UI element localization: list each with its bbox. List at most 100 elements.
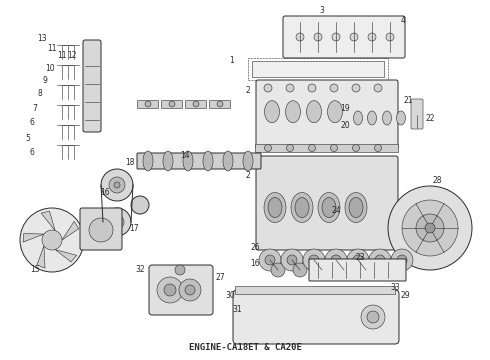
Circle shape <box>303 249 325 271</box>
Text: 26: 26 <box>250 243 260 252</box>
FancyBboxPatch shape <box>137 153 261 169</box>
Circle shape <box>109 177 125 193</box>
Circle shape <box>352 84 360 92</box>
Circle shape <box>375 255 385 265</box>
Text: 30: 30 <box>225 292 235 301</box>
Circle shape <box>89 218 113 242</box>
Circle shape <box>353 255 363 265</box>
Text: 4: 4 <box>400 15 405 24</box>
Text: 27: 27 <box>215 274 225 283</box>
Polygon shape <box>23 233 44 242</box>
Circle shape <box>331 255 341 265</box>
Circle shape <box>369 249 391 271</box>
Polygon shape <box>55 249 76 262</box>
Polygon shape <box>37 246 45 268</box>
Circle shape <box>265 144 271 152</box>
Circle shape <box>337 263 351 277</box>
Ellipse shape <box>265 101 279 123</box>
Circle shape <box>101 169 133 201</box>
FancyBboxPatch shape <box>210 100 230 108</box>
Ellipse shape <box>291 193 313 222</box>
Circle shape <box>308 84 316 92</box>
Text: 13: 13 <box>37 33 47 42</box>
Circle shape <box>264 84 272 92</box>
Ellipse shape <box>353 111 363 125</box>
Ellipse shape <box>345 193 367 222</box>
Text: 23: 23 <box>355 253 365 262</box>
Circle shape <box>20 208 84 272</box>
Circle shape <box>259 249 281 271</box>
Text: 9: 9 <box>43 76 48 85</box>
Ellipse shape <box>243 151 253 171</box>
Text: 12: 12 <box>67 50 77 59</box>
Circle shape <box>169 101 175 107</box>
Text: ENGINE-CA18ET & CA20E: ENGINE-CA18ET & CA20E <box>189 343 301 352</box>
Circle shape <box>217 101 223 107</box>
Ellipse shape <box>163 151 173 171</box>
Text: 33: 33 <box>390 283 400 292</box>
FancyBboxPatch shape <box>80 208 122 250</box>
Circle shape <box>114 182 120 188</box>
Circle shape <box>374 84 382 92</box>
Circle shape <box>309 255 319 265</box>
Text: 22: 22 <box>425 113 435 122</box>
Circle shape <box>145 101 151 107</box>
Circle shape <box>281 249 303 271</box>
Bar <box>248 58 388 80</box>
FancyBboxPatch shape <box>233 290 399 344</box>
Circle shape <box>179 279 201 301</box>
FancyBboxPatch shape <box>83 40 101 132</box>
Text: 11: 11 <box>57 50 67 59</box>
Circle shape <box>287 255 297 265</box>
Ellipse shape <box>307 101 321 123</box>
FancyBboxPatch shape <box>149 265 213 315</box>
Text: 8: 8 <box>38 89 42 98</box>
Circle shape <box>332 33 340 41</box>
Text: 6: 6 <box>29 117 34 126</box>
Ellipse shape <box>295 198 309 217</box>
Circle shape <box>391 249 413 271</box>
Circle shape <box>397 255 407 265</box>
Circle shape <box>352 144 360 152</box>
Circle shape <box>325 249 347 271</box>
Text: 2: 2 <box>245 86 250 95</box>
Circle shape <box>402 200 458 256</box>
Text: 7: 7 <box>32 104 37 112</box>
Text: 5: 5 <box>25 134 30 143</box>
Circle shape <box>367 311 379 323</box>
Ellipse shape <box>322 198 336 217</box>
Ellipse shape <box>143 151 153 171</box>
Circle shape <box>361 305 385 329</box>
Ellipse shape <box>183 151 193 171</box>
Circle shape <box>330 84 338 92</box>
FancyBboxPatch shape <box>256 156 398 250</box>
Ellipse shape <box>368 111 376 125</box>
Polygon shape <box>62 221 79 240</box>
Circle shape <box>416 214 444 242</box>
Ellipse shape <box>268 198 282 217</box>
Circle shape <box>425 223 435 233</box>
FancyBboxPatch shape <box>162 100 182 108</box>
Circle shape <box>164 284 176 296</box>
Ellipse shape <box>264 193 286 222</box>
Text: 17: 17 <box>129 224 139 233</box>
Text: 2: 2 <box>245 171 250 180</box>
Circle shape <box>314 33 322 41</box>
Circle shape <box>374 144 382 152</box>
Circle shape <box>265 255 275 265</box>
Ellipse shape <box>203 151 213 171</box>
Text: 14: 14 <box>180 150 190 159</box>
Text: 19: 19 <box>340 104 350 112</box>
FancyBboxPatch shape <box>186 100 206 108</box>
Text: 10: 10 <box>45 63 55 72</box>
Circle shape <box>193 101 199 107</box>
Text: 20: 20 <box>340 121 350 130</box>
Ellipse shape <box>349 198 363 217</box>
Circle shape <box>350 33 358 41</box>
FancyBboxPatch shape <box>138 100 158 108</box>
Text: 3: 3 <box>319 5 324 14</box>
Ellipse shape <box>383 111 392 125</box>
Circle shape <box>271 263 285 277</box>
FancyBboxPatch shape <box>411 99 423 129</box>
Text: 21: 21 <box>403 95 413 104</box>
